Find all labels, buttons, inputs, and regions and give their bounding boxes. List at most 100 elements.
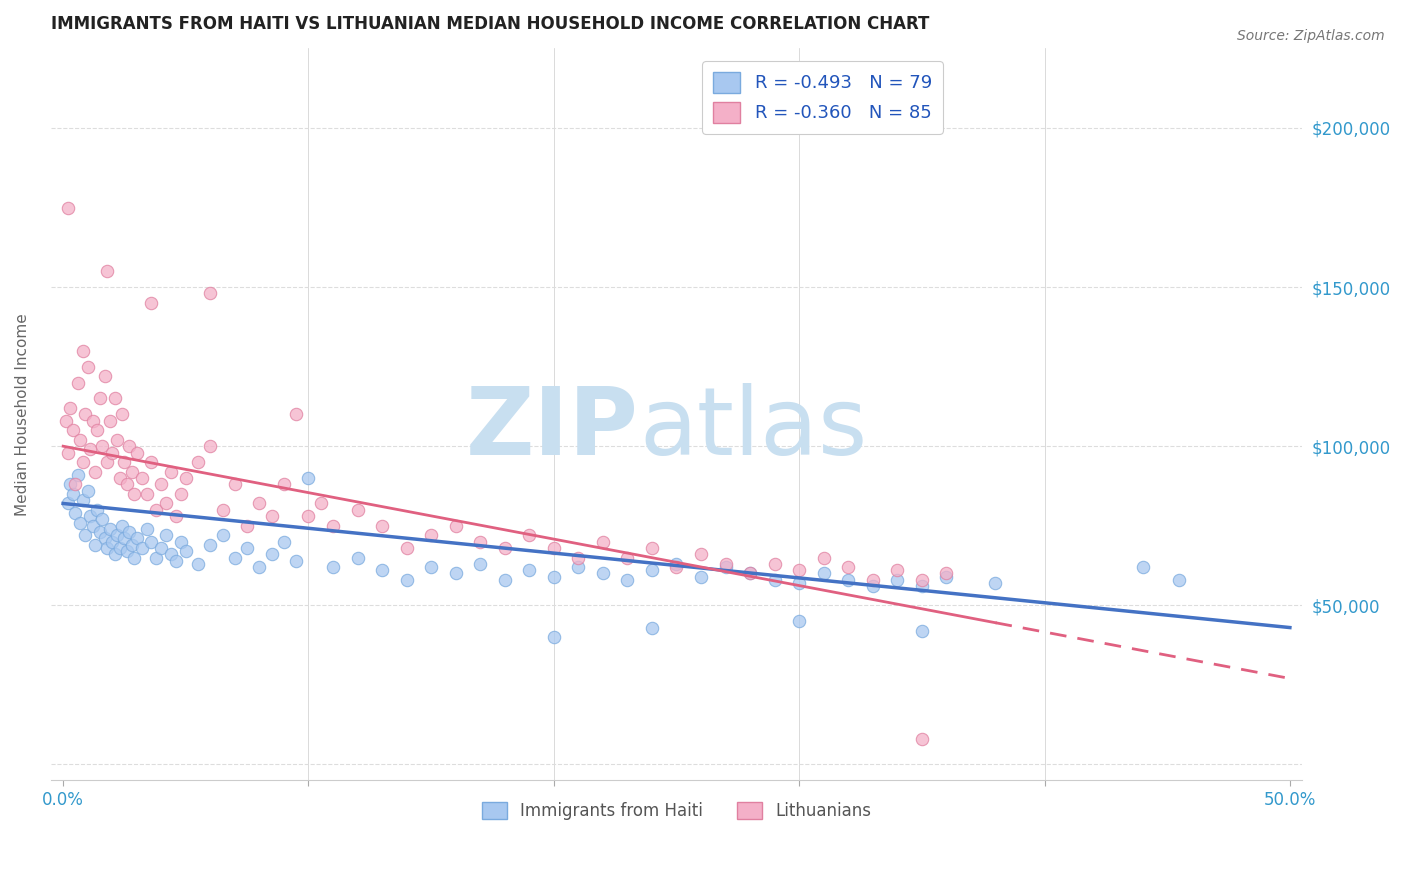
Point bbox=[91, 439, 114, 453]
Point bbox=[69, 433, 91, 447]
Point bbox=[56, 496, 79, 510]
Point bbox=[118, 439, 141, 453]
Point bbox=[297, 509, 319, 524]
Point bbox=[66, 376, 89, 390]
Point bbox=[247, 496, 270, 510]
Point bbox=[75, 528, 97, 542]
Point bbox=[96, 455, 118, 469]
Y-axis label: Median Household Income: Median Household Income bbox=[15, 313, 30, 516]
Point bbox=[738, 566, 761, 581]
Point bbox=[763, 573, 786, 587]
Point bbox=[111, 518, 134, 533]
Point bbox=[641, 563, 664, 577]
Text: ZIP: ZIP bbox=[465, 383, 638, 475]
Point bbox=[108, 541, 131, 555]
Point bbox=[813, 550, 835, 565]
Point bbox=[104, 548, 127, 562]
Point bbox=[346, 550, 368, 565]
Point bbox=[56, 201, 79, 215]
Point bbox=[236, 518, 259, 533]
Point bbox=[125, 532, 148, 546]
Point bbox=[56, 445, 79, 459]
Point bbox=[420, 528, 443, 542]
Point bbox=[211, 528, 233, 542]
Point bbox=[187, 557, 209, 571]
Point bbox=[170, 487, 193, 501]
Point bbox=[145, 503, 167, 517]
Point bbox=[911, 579, 934, 593]
Point bbox=[155, 528, 177, 542]
Point bbox=[65, 506, 87, 520]
Point bbox=[114, 532, 136, 546]
Point bbox=[935, 569, 957, 583]
Point bbox=[200, 439, 222, 453]
Point bbox=[543, 630, 565, 644]
Point bbox=[616, 550, 638, 565]
Point bbox=[567, 550, 589, 565]
Point bbox=[813, 566, 835, 581]
Point bbox=[273, 477, 295, 491]
Point bbox=[322, 518, 344, 533]
Text: IMMIGRANTS FROM HAITI VS LITHUANIAN MEDIAN HOUSEHOLD INCOME CORRELATION CHART: IMMIGRANTS FROM HAITI VS LITHUANIAN MEDI… bbox=[51, 15, 929, 33]
Point bbox=[420, 560, 443, 574]
Point bbox=[98, 414, 121, 428]
Point bbox=[89, 392, 111, 406]
Point bbox=[59, 477, 82, 491]
Point bbox=[84, 465, 107, 479]
Point bbox=[86, 503, 108, 517]
Point bbox=[160, 465, 183, 479]
Point bbox=[122, 487, 145, 501]
Point bbox=[108, 471, 131, 485]
Point bbox=[260, 548, 283, 562]
Point bbox=[738, 566, 761, 581]
Point bbox=[105, 528, 128, 542]
Point bbox=[55, 414, 77, 428]
Point bbox=[131, 471, 153, 485]
Point bbox=[211, 503, 233, 517]
Point bbox=[135, 487, 157, 501]
Point bbox=[297, 471, 319, 485]
Point bbox=[787, 614, 810, 628]
Point bbox=[395, 541, 418, 555]
Point bbox=[763, 557, 786, 571]
Point bbox=[395, 573, 418, 587]
Point bbox=[837, 560, 859, 574]
Point bbox=[346, 503, 368, 517]
Point bbox=[65, 477, 87, 491]
Point bbox=[247, 560, 270, 574]
Point bbox=[567, 560, 589, 574]
Point bbox=[886, 573, 908, 587]
Point bbox=[714, 557, 737, 571]
Point bbox=[69, 516, 91, 530]
Point bbox=[141, 455, 163, 469]
Point bbox=[309, 496, 332, 510]
Point bbox=[114, 455, 136, 469]
Point bbox=[76, 483, 98, 498]
Point bbox=[89, 525, 111, 540]
Point bbox=[174, 471, 197, 485]
Point bbox=[494, 573, 516, 587]
Point bbox=[150, 477, 173, 491]
Point bbox=[115, 477, 138, 491]
Point bbox=[187, 455, 209, 469]
Point bbox=[260, 509, 283, 524]
Point bbox=[145, 550, 167, 565]
Point bbox=[121, 465, 143, 479]
Legend: Immigrants from Haiti, Lithuanians: Immigrants from Haiti, Lithuanians bbox=[475, 796, 877, 827]
Point bbox=[665, 560, 688, 574]
Point bbox=[444, 518, 467, 533]
Point bbox=[787, 576, 810, 591]
Point bbox=[236, 541, 259, 555]
Text: Source: ZipAtlas.com: Source: ZipAtlas.com bbox=[1237, 29, 1385, 43]
Point bbox=[984, 576, 1007, 591]
Point bbox=[115, 544, 138, 558]
Point bbox=[170, 534, 193, 549]
Point bbox=[76, 359, 98, 374]
Point bbox=[911, 573, 934, 587]
Point bbox=[224, 550, 246, 565]
Point bbox=[470, 557, 492, 571]
Point bbox=[592, 534, 614, 549]
Point bbox=[96, 541, 118, 555]
Point bbox=[862, 573, 884, 587]
Point bbox=[101, 445, 124, 459]
